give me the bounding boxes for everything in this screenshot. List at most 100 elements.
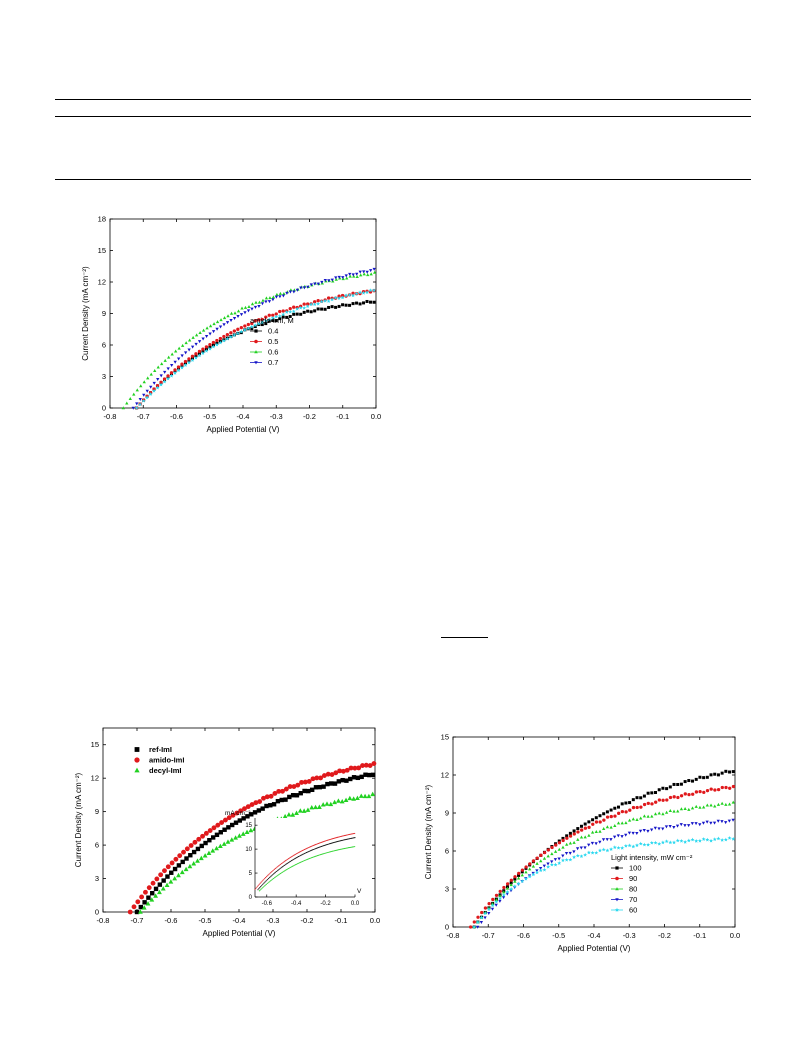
data-point xyxy=(616,805,620,809)
data-point xyxy=(698,775,702,779)
data-point xyxy=(572,840,576,844)
data-point xyxy=(635,831,639,835)
data-point xyxy=(356,765,362,771)
data-point xyxy=(176,863,182,868)
data-point xyxy=(229,331,233,335)
data-point xyxy=(642,802,647,807)
inset-point xyxy=(347,834,349,836)
data-point xyxy=(351,291,355,295)
data-point xyxy=(561,836,565,840)
data-point xyxy=(539,859,543,863)
data-point xyxy=(480,910,484,915)
data-point xyxy=(691,779,695,783)
data-point xyxy=(312,302,317,307)
data-point xyxy=(731,836,736,841)
data-point xyxy=(243,311,247,315)
series-cyan xyxy=(134,288,376,410)
data-point xyxy=(198,855,204,861)
data-point xyxy=(520,879,525,883)
data-point xyxy=(624,801,628,805)
data-point xyxy=(564,857,569,862)
data-point xyxy=(281,309,285,313)
data-point xyxy=(333,295,338,300)
data-point xyxy=(275,292,279,296)
data-point xyxy=(183,363,188,367)
inset-point xyxy=(287,858,289,860)
data-point xyxy=(505,882,510,886)
data-point xyxy=(609,814,613,819)
data-point xyxy=(201,328,206,332)
data-point xyxy=(487,911,491,915)
data-point xyxy=(605,838,609,842)
data-point xyxy=(550,860,554,864)
data-point xyxy=(159,374,163,378)
inset-point xyxy=(321,845,323,847)
inset-point xyxy=(329,838,331,841)
inset-point xyxy=(272,870,274,872)
data-point xyxy=(324,801,330,806)
inset-point xyxy=(325,844,327,846)
data-point xyxy=(720,838,725,842)
inset-point xyxy=(351,846,353,848)
inset-point xyxy=(333,842,335,844)
inset-point xyxy=(289,856,291,859)
data-point xyxy=(355,274,359,278)
data-point xyxy=(638,829,643,833)
data-point xyxy=(575,853,580,858)
data-point xyxy=(340,295,345,300)
data-point xyxy=(211,825,217,831)
data-point xyxy=(516,876,521,880)
data-point xyxy=(724,802,728,806)
data-point xyxy=(285,315,289,319)
data-point xyxy=(173,368,177,372)
inset-point xyxy=(317,843,319,845)
inset-point xyxy=(302,860,305,862)
data-point xyxy=(183,351,188,355)
data-point xyxy=(616,845,621,850)
data-point xyxy=(222,827,227,832)
y-tick-label: 3 xyxy=(445,885,449,894)
inset-point xyxy=(298,855,300,857)
inset-point xyxy=(287,858,290,860)
data-point xyxy=(344,274,348,278)
data-point xyxy=(161,878,166,883)
data-point xyxy=(620,802,624,806)
x-tick-label: -0.4 xyxy=(233,916,246,925)
data-point xyxy=(187,360,191,365)
data-point xyxy=(260,317,264,322)
data-point xyxy=(282,291,286,295)
data-point xyxy=(272,790,278,796)
legend-label: 70 xyxy=(629,895,637,904)
data-point xyxy=(208,343,212,347)
data-point xyxy=(635,805,639,810)
data-point xyxy=(198,331,202,335)
data-point xyxy=(243,305,248,309)
data-point xyxy=(291,309,296,313)
data-point xyxy=(172,866,178,872)
data-point xyxy=(362,270,366,274)
inset-point xyxy=(259,882,261,884)
data-point xyxy=(650,802,654,806)
inset-point xyxy=(347,834,350,836)
data-point xyxy=(598,840,602,844)
inset-point xyxy=(346,847,348,849)
data-point xyxy=(184,846,190,852)
data-point xyxy=(665,798,669,802)
data-point xyxy=(172,875,178,881)
data-point xyxy=(709,803,713,807)
series-90 xyxy=(468,784,736,929)
data-point xyxy=(363,772,368,777)
data-point xyxy=(340,293,345,298)
data-point xyxy=(288,309,293,314)
data-point xyxy=(502,890,506,894)
data-point xyxy=(590,850,595,855)
data-point xyxy=(249,802,255,808)
data-point xyxy=(572,855,577,859)
inset-point xyxy=(259,887,261,889)
data-point xyxy=(302,286,306,290)
inset-point xyxy=(310,857,312,859)
data-point xyxy=(476,925,480,929)
data-point xyxy=(142,393,146,397)
data-point xyxy=(347,293,352,297)
inset-point xyxy=(352,846,354,848)
